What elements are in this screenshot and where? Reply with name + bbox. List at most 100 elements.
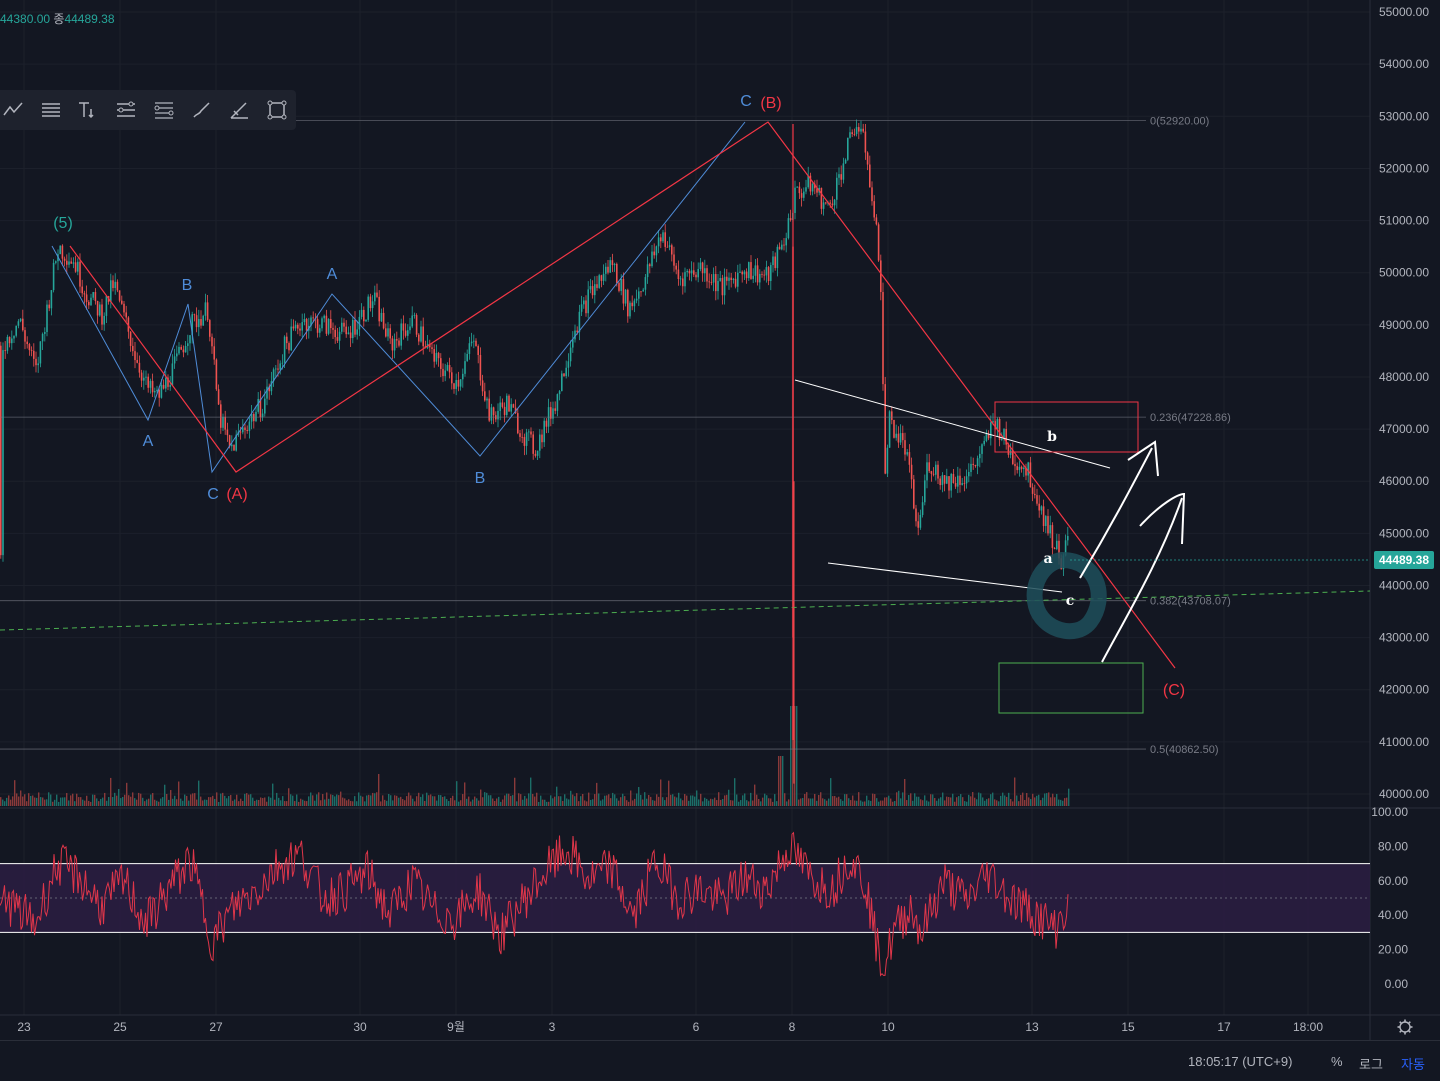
volume-bar bbox=[1058, 799, 1060, 806]
candle-body bbox=[396, 339, 398, 341]
volume-bar bbox=[166, 793, 168, 806]
volume-bar bbox=[96, 798, 98, 806]
volume-bar bbox=[962, 797, 964, 806]
candle-body bbox=[585, 300, 587, 314]
target-box-green bbox=[998, 662, 1144, 714]
candle-body bbox=[453, 383, 455, 389]
volume-bar bbox=[760, 801, 762, 806]
horizontal-lines-icon[interactable] bbox=[32, 94, 70, 126]
candle-body bbox=[767, 267, 770, 281]
volume-bar bbox=[944, 800, 946, 806]
candle-body bbox=[521, 436, 523, 438]
candle-body bbox=[50, 290, 53, 309]
volume-bar bbox=[162, 797, 164, 806]
volume-bar bbox=[308, 796, 310, 806]
volume-bar bbox=[1036, 795, 1038, 806]
log-scale-toggle[interactable]: 로그 bbox=[1359, 1057, 1383, 1072]
volume-bar bbox=[326, 792, 328, 806]
candle-body bbox=[875, 217, 878, 225]
volume-bar bbox=[296, 794, 298, 806]
volume-bar bbox=[474, 796, 476, 806]
volume-bar bbox=[746, 800, 748, 806]
candle-body bbox=[281, 362, 284, 364]
candle-body bbox=[327, 319, 330, 334]
candle-body bbox=[160, 384, 163, 398]
volume-bar bbox=[508, 793, 510, 806]
trend-line-icon[interactable] bbox=[0, 94, 32, 126]
volume-bar bbox=[588, 792, 590, 806]
volume-bar bbox=[550, 795, 552, 806]
candle-body bbox=[292, 326, 295, 329]
volume-bar bbox=[636, 793, 638, 806]
volume-bar bbox=[442, 796, 444, 806]
volume-bar bbox=[860, 800, 862, 806]
volume-bar bbox=[654, 800, 656, 806]
candle-body bbox=[552, 408, 554, 419]
candle-body bbox=[136, 360, 138, 363]
volume-bar bbox=[184, 794, 186, 806]
chart-canvas[interactable]: 0(52920.00) 0.236(47228.86) 0.382(43708.07… bbox=[0, 0, 1440, 1040]
volume-bar bbox=[980, 793, 982, 806]
volume-bar bbox=[674, 796, 676, 806]
volume-bar bbox=[206, 799, 208, 806]
volume-bar bbox=[120, 798, 122, 806]
volume-bar bbox=[144, 801, 146, 806]
settings-gear-icon[interactable] bbox=[1397, 1019, 1413, 1035]
candle-body bbox=[699, 262, 702, 269]
candle-body bbox=[1014, 464, 1016, 467]
candle-body bbox=[858, 127, 860, 132]
rectangle-icon[interactable] bbox=[258, 94, 296, 126]
volume-bar bbox=[902, 792, 904, 806]
brush-icon[interactable] bbox=[183, 94, 221, 126]
volume-bar bbox=[996, 800, 998, 806]
volume-bar bbox=[632, 800, 634, 806]
candle-body bbox=[917, 521, 919, 528]
candle-body bbox=[523, 437, 526, 446]
parallel-channel-icon[interactable] bbox=[107, 94, 145, 126]
volume-bar bbox=[670, 794, 672, 806]
candle-body bbox=[484, 391, 486, 401]
candle-body bbox=[490, 407, 493, 421]
volume-bar bbox=[842, 800, 844, 806]
volume-bar bbox=[710, 798, 712, 806]
volume-bar bbox=[298, 801, 300, 806]
volume-bar bbox=[266, 801, 268, 806]
volume-bar bbox=[480, 789, 482, 806]
auto-scale-toggle[interactable]: 자동 bbox=[1401, 1057, 1425, 1072]
volume-bar bbox=[374, 793, 376, 806]
candle-body bbox=[233, 444, 235, 451]
volume-bar bbox=[324, 799, 326, 806]
fib-lines-icon[interactable] bbox=[145, 94, 183, 126]
candle-body bbox=[836, 177, 838, 200]
volume-bar bbox=[846, 794, 848, 806]
candle-body bbox=[596, 284, 598, 288]
volume-bar bbox=[1034, 797, 1036, 806]
volume-bar bbox=[874, 794, 876, 806]
candle-body bbox=[921, 502, 924, 515]
candle-body bbox=[939, 478, 941, 486]
percent-scale-toggle[interactable]: % bbox=[1331, 1054, 1343, 1069]
volume-bar bbox=[744, 793, 746, 806]
candle-body bbox=[332, 328, 334, 330]
volume-bar bbox=[868, 800, 870, 806]
candle-body bbox=[1003, 429, 1005, 440]
clock-readout[interactable]: 18:05:17 (UTC+9) bbox=[1188, 1054, 1293, 1069]
volume-bar bbox=[132, 792, 134, 806]
volume-bar bbox=[602, 799, 604, 806]
candle-body bbox=[99, 304, 101, 316]
volume-bar bbox=[476, 798, 478, 806]
candle-body bbox=[664, 232, 666, 247]
volume-bar bbox=[274, 799, 276, 806]
candle-body bbox=[1007, 444, 1010, 455]
candle-body bbox=[510, 404, 512, 412]
text-tool-icon[interactable] bbox=[70, 94, 108, 126]
pen-icon[interactable] bbox=[221, 94, 259, 126]
candle-body bbox=[213, 346, 215, 360]
volume-bar bbox=[116, 795, 118, 806]
candle-body bbox=[118, 290, 121, 301]
candle-body bbox=[728, 277, 730, 281]
candle-body bbox=[15, 325, 17, 336]
volume-bar bbox=[772, 801, 774, 806]
volume-bar bbox=[212, 795, 214, 806]
volume-bar bbox=[12, 796, 14, 806]
